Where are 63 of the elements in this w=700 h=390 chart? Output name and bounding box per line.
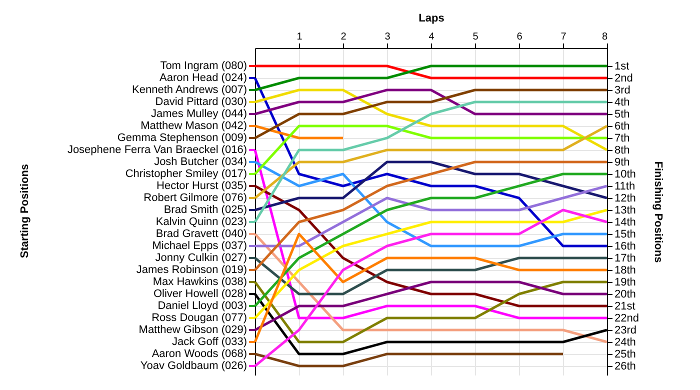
- legend-label: Daniel Lloyd (003): [158, 300, 247, 312]
- x-tick-label: 7: [560, 32, 567, 42]
- legend-label: Gemma Stephenson (009): [117, 132, 247, 144]
- legend-label: Brad Smith (025): [164, 204, 247, 216]
- legend-label: Matthew Mason (042): [140, 120, 247, 132]
- legend-label: David Pittard (030): [155, 96, 247, 108]
- y-tick-label: 17th: [614, 252, 636, 264]
- y-tick-label: 9th: [614, 156, 630, 168]
- legend-label: Josh Butcher (034): [154, 156, 247, 168]
- y-tick-label: 15th: [614, 228, 636, 240]
- legend-label: Aaron Head (024): [160, 72, 247, 84]
- y-tick-label: 6th: [614, 120, 630, 132]
- legend-label: Christopher Smiley (017): [125, 168, 247, 180]
- x-tick-label: 5: [472, 32, 479, 42]
- y-tick-label: 5th: [614, 108, 630, 120]
- y-tick-label: 1st: [614, 60, 630, 72]
- y-tick-label: 8th: [614, 144, 630, 156]
- legend-label: Brad Gravett (040): [156, 228, 247, 240]
- y-tick-label: 11th: [614, 180, 636, 192]
- x-tick-label: 8: [602, 32, 608, 42]
- text: Starting Positions: [19, 164, 31, 258]
- y-tick-label: 22nd: [614, 312, 639, 324]
- y-tick-label: 23rd: [614, 324, 637, 336]
- y-tick-label: 26th: [614, 360, 636, 372]
- legend-label: Josephene Ferra Van Braeckel (016): [67, 144, 247, 156]
- y-tick-label: 20th: [614, 288, 636, 300]
- y-tick-label: 12th: [614, 192, 636, 204]
- y-tick-label: 21st: [614, 300, 636, 312]
- x-tick-label: 3: [384, 32, 391, 42]
- legend-label: Tom Ingram (080): [160, 60, 247, 72]
- legend-label: Kenneth Andrews (007): [132, 84, 247, 96]
- legend-label: Hector Hurst (035): [156, 180, 247, 192]
- x-axis-title: Laps: [418, 12, 444, 24]
- y-tick-label: 25th: [614, 348, 636, 360]
- legend-label: Max Hawkins (038): [152, 276, 247, 288]
- y-tick-label: 24th: [614, 336, 636, 348]
- y-tick-label: 10th: [614, 168, 636, 180]
- x-tick-label: 2: [340, 32, 347, 42]
- legend-label: Aaron Woods (068): [152, 348, 247, 360]
- y-tick-label: 7th: [614, 132, 630, 144]
- legend-label: Yoav Goldbaum (026): [140, 360, 247, 372]
- y-tick-label: 4th: [614, 96, 630, 108]
- x-tick-label: 1: [296, 32, 303, 42]
- legend-label: Robert Gilmore (076): [144, 192, 247, 204]
- legend-label: James Mulley (044): [151, 108, 247, 120]
- y-tick-label: 13th: [614, 204, 636, 216]
- y-axis-title: Finishing Positions: [652, 161, 664, 263]
- x-tick-label: 6: [516, 32, 523, 42]
- y-tick-label: 14th: [614, 216, 636, 228]
- x-tick-label: 4: [428, 32, 435, 42]
- legend-label: James Robinson (019): [136, 264, 247, 276]
- legend-label: Jack Goff (033): [172, 336, 247, 348]
- y-tick-label: 3rd: [614, 84, 630, 96]
- y-tick-label: 2nd: [614, 72, 633, 84]
- y-tick-label: 19th: [614, 276, 636, 288]
- legend-label: Jonny Culkin (027): [155, 252, 247, 264]
- legend-label: Michael Epps (037): [152, 240, 247, 252]
- legend-label: Oliver Howell (028): [153, 288, 247, 300]
- y-tick-label: 18th: [614, 264, 636, 276]
- legend-label: Kalvin Quinn (023): [156, 216, 247, 228]
- legend-label: Ross Dougan (077): [152, 312, 247, 324]
- legend-label: Matthew Gibson (029): [138, 324, 247, 336]
- y-tick-label: 16th: [614, 240, 636, 252]
